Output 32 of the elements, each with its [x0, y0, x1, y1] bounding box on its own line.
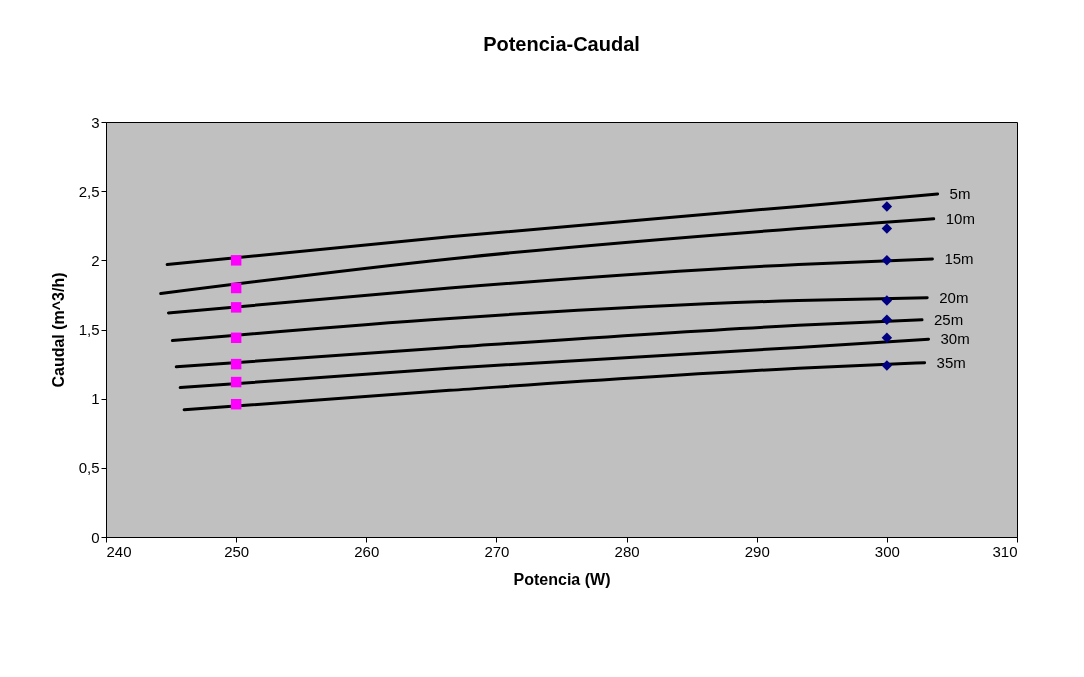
x-tick-label: 270: [484, 542, 510, 560]
x-tick-label: 250: [224, 542, 250, 560]
line-series: [166, 257, 934, 315]
x-tick-label: 240: [106, 542, 132, 560]
y-tick-label: 2,5: [78, 182, 100, 200]
line-series: [170, 296, 929, 343]
x-tick-label: 260: [354, 542, 380, 560]
series-label: 35m: [936, 353, 966, 371]
series-label: 20m: [939, 288, 969, 306]
chart-title: Potencia-Caudal: [483, 33, 640, 55]
x-tick-label: 280: [614, 542, 640, 560]
series-label: 15m: [944, 249, 974, 267]
line-series: [159, 217, 936, 296]
series-label: 30m: [940, 330, 970, 348]
y-tick-label: 0: [91, 528, 100, 546]
y-axis-title: Caudal (m^3/h): [49, 272, 67, 388]
series-label: 10m: [945, 209, 975, 227]
y-tick-label: 0,5: [78, 459, 100, 477]
x-tick-label: 310: [992, 542, 1018, 560]
line-series: [165, 192, 940, 266]
x-tick-label: 300: [874, 542, 900, 560]
y-tick-label: 1: [91, 390, 100, 408]
y-tick-label: 1,5: [78, 321, 100, 338]
line-series: [178, 337, 930, 390]
line-series: [174, 318, 924, 369]
x-tick-label: 290: [744, 542, 770, 560]
series-label: 5m: [949, 184, 971, 202]
series-label: 25m: [934, 310, 964, 328]
y-tick-label: 2: [91, 251, 100, 269]
line-series: [182, 361, 927, 412]
y-tick-label: 3: [91, 113, 100, 131]
x-axis-title: Potencia (W): [513, 570, 611, 588]
